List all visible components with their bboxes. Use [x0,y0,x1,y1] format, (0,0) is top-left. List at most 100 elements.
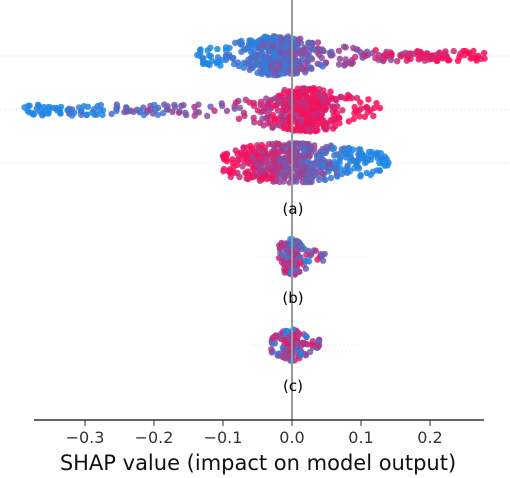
x-tick-label: 0.1 [348,428,373,447]
shap-point [300,122,307,130]
shap-point [56,107,64,114]
shap-point [350,115,357,123]
shap-point [266,106,273,114]
shap-point [154,111,161,119]
shap-point [284,172,291,179]
shap-point [382,52,389,59]
shap-point [357,99,364,106]
shap-point [191,112,198,119]
shap-point [267,174,275,181]
shap-point [315,176,323,184]
shap-point [274,95,281,103]
shap-point [300,339,307,346]
x-tick-label: −0.3 [66,428,105,447]
shap-point [244,44,251,51]
shap-point [365,96,372,103]
shap-point [269,111,277,119]
shap-point [276,65,283,72]
panel-label-b: (b) [282,289,303,307]
shap-point [140,111,148,119]
shap-point [315,91,323,98]
shap-point [326,49,333,57]
shap-point [427,55,434,62]
shap-point [269,124,276,131]
shap-point [282,267,289,274]
panel-label-c: (c) [283,377,303,395]
shap-point [284,162,291,169]
panel-label-a: (a) [283,200,304,218]
shap-point [254,38,262,45]
shap-point [296,259,304,266]
shap-point [227,169,234,176]
shap-point [194,51,201,59]
shap-point [325,168,332,175]
shap-point [387,56,395,64]
shap-point [284,54,291,61]
shap-point [319,46,326,53]
shap-point [234,169,241,177]
shap-point [265,71,272,79]
shap-point [372,55,379,62]
shap-point [259,168,266,175]
shap-point [47,104,54,111]
shap-point [281,119,288,126]
shap-point [308,251,315,258]
shap-point [267,37,274,44]
shap-point [257,98,265,106]
shap-point [80,103,88,110]
shap-point [278,148,285,155]
shap-point [347,151,354,158]
x-tick-label: 0.2 [417,428,442,447]
shap-point [260,122,267,129]
shap-point [346,168,354,175]
shap-point [362,52,369,60]
shap-point [303,333,310,340]
shap-point [281,347,288,355]
shap-point [241,112,248,120]
shap-point [250,99,258,107]
shap-point [302,145,309,152]
shap-point [319,63,326,70]
shap-point [154,104,162,112]
shap-point [240,144,247,151]
shap-point [40,103,48,111]
shap-point [293,69,300,76]
row-guides [0,55,510,346]
shap-point [171,101,178,109]
shap-point [259,115,266,122]
shap-point [314,121,322,128]
shap-point [297,158,304,165]
shap-point [303,251,310,258]
shap-point [315,342,323,349]
shap-point [327,88,334,95]
shap-point [328,95,336,102]
x-tick-label: −0.1 [204,428,243,447]
shap-point [178,102,185,110]
shap-point [260,107,267,115]
shap-point [260,42,267,49]
shap-point [25,109,33,116]
shap-point [214,45,221,53]
shap-point [254,142,261,149]
shap-point [213,60,220,67]
shap-point [351,165,358,172]
shap-point [282,63,289,70]
shap-point [467,55,474,62]
shap-point [223,107,231,115]
shap-point [319,163,326,170]
shap-point [197,46,204,53]
shap-point [363,169,370,177]
shap-point [207,103,214,110]
shap-point [218,56,226,64]
shap-point [314,110,321,117]
shap-point [276,245,284,252]
shap-point [245,56,252,63]
shap-point [314,39,322,46]
shap-point [234,161,241,168]
shap-point [294,93,301,101]
shap-point [340,43,348,50]
shap-point [259,62,266,70]
shap-point [254,152,261,159]
shap-point [336,155,344,162]
